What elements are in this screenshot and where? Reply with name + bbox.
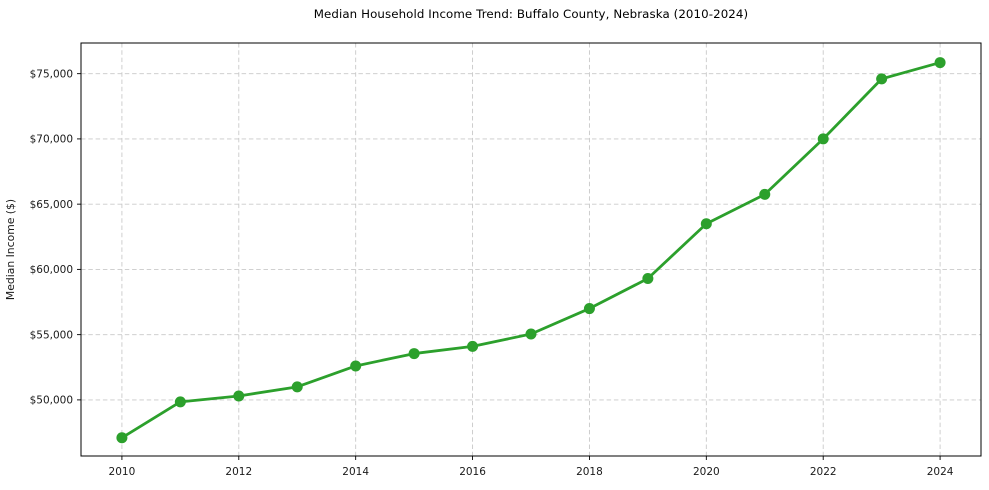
y-tick-label: $60,000 bbox=[30, 264, 73, 276]
data-point-marker bbox=[116, 432, 128, 444]
data-point-marker bbox=[583, 303, 595, 315]
x-tick-label: 2022 bbox=[810, 466, 837, 478]
data-point-marker bbox=[700, 218, 712, 230]
y-tick-label: $75,000 bbox=[30, 68, 73, 80]
data-point-marker bbox=[291, 381, 303, 393]
x-tick-label: 2010 bbox=[109, 466, 136, 478]
x-tick-label: 2020 bbox=[693, 466, 720, 478]
y-tick-label: $70,000 bbox=[30, 134, 73, 146]
x-tick-label: 2014 bbox=[342, 466, 369, 478]
x-tick-label: 2012 bbox=[225, 466, 252, 478]
y-axis-title: Median Income ($) bbox=[4, 199, 17, 300]
data-point-marker bbox=[350, 360, 362, 372]
x-tick-label: 2024 bbox=[927, 466, 954, 478]
x-tick-label: 2018 bbox=[576, 466, 603, 478]
x-tick-label: 2016 bbox=[459, 466, 486, 478]
chart-plot-area: 2010 2012 2014 2016 2018 2020 2022 2024 $50,000 $… bbox=[30, 42, 982, 478]
data-point-marker bbox=[525, 328, 537, 340]
data-point-marker bbox=[408, 348, 420, 360]
data-point-marker bbox=[174, 396, 186, 408]
data-point-marker bbox=[876, 73, 888, 85]
data-point-marker bbox=[934, 57, 946, 69]
plot-border bbox=[80, 42, 982, 457]
chart-title: Median Household Income Trend: Buffalo C… bbox=[313, 7, 749, 21]
data-point-marker bbox=[642, 273, 654, 285]
y-tick-label: $55,000 bbox=[30, 329, 73, 341]
data-point-marker bbox=[233, 390, 245, 402]
y-tick-label: $65,000 bbox=[30, 199, 73, 211]
data-point-marker bbox=[817, 133, 829, 145]
data-point-marker bbox=[467, 340, 479, 352]
series-line bbox=[120, 61, 942, 440]
data-point-marker bbox=[759, 188, 771, 200]
y-tick-label: $50,000 bbox=[30, 395, 73, 407]
